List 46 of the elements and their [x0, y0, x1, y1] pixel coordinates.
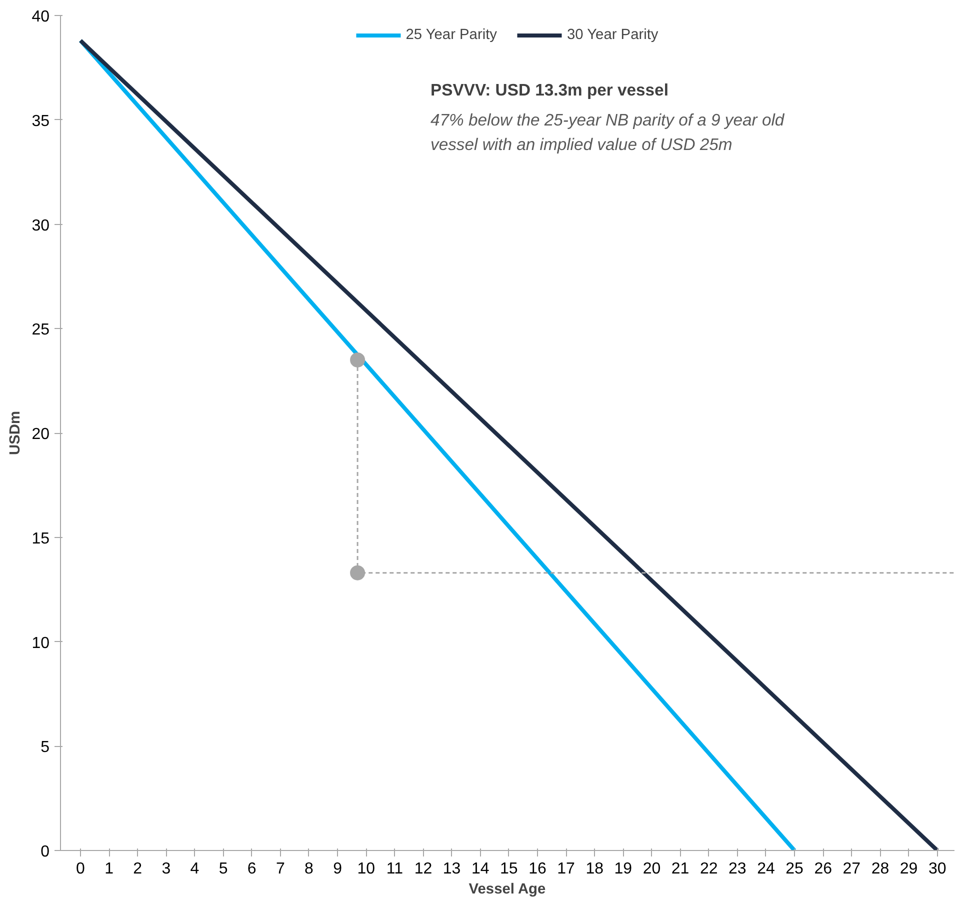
x-tick-label: 10 — [357, 860, 376, 878]
x-tick-label: 3 — [162, 860, 171, 878]
y-tick-label: 40 — [32, 8, 50, 26]
annotation: PSVVV: USD 13.3m per vessel — [430, 80, 668, 100]
x-tick-label: 29 — [900, 860, 918, 878]
x-tick-label: 27 — [842, 860, 861, 878]
x-tick-label: 14 — [471, 860, 490, 878]
x-tick-label: 2 — [133, 860, 142, 878]
x-axis-title: Vessel Age — [468, 882, 546, 898]
y-tick-label: 25 — [32, 322, 50, 339]
x-tick-label: 28 — [871, 860, 890, 878]
x-tick-label: 25 — [786, 860, 804, 878]
y-tick-label: 10 — [32, 634, 50, 652]
x-tick-label: 22 — [700, 860, 718, 878]
y-tick-label: 30 — [32, 217, 50, 234]
x-tick-label: 5 — [218, 860, 228, 878]
x-tick-label: 15 — [500, 860, 518, 878]
x-tick-label: 20 — [642, 860, 661, 878]
x-tick-label: 18 — [586, 860, 604, 878]
y-tick-label: 35 — [32, 112, 50, 130]
x-tick-label: 9 — [333, 860, 342, 878]
x-tick-label: 0 — [76, 860, 86, 878]
x-tick-label: 12 — [414, 860, 432, 878]
x-tick-label: 16 — [528, 860, 546, 878]
y-tick-label: 20 — [32, 426, 50, 443]
x-tick-label: 13 — [442, 860, 461, 878]
x-tick-label: 30 — [928, 860, 946, 878]
x-tick-label: 1 — [104, 860, 114, 878]
y-tick-label: 5 — [40, 739, 50, 756]
x-tick-label: 7 — [276, 860, 285, 878]
x-tick-label: 21 — [671, 860, 690, 878]
x-tick-label: 19 — [614, 860, 632, 878]
x-tick-label: 11 — [386, 860, 404, 878]
x-tick-label: 26 — [814, 860, 832, 878]
legend-label: 25 Year Parity — [406, 27, 497, 43]
x-tick-label: 24 — [757, 860, 775, 878]
y-axis-title: USDm — [8, 411, 24, 455]
x-tick-label: 6 — [247, 860, 256, 878]
x-tick-label: 23 — [728, 860, 746, 878]
x-tick-label: 4 — [190, 860, 200, 878]
legend-label: 30 Year Parity — [567, 27, 658, 43]
annotation: 47% below the 25-year NB parity of a 9 year old vessel with an implied value of USD 25m — [430, 110, 785, 154]
y-tick-label: 0 — [40, 844, 50, 860]
x-tick-label: 8 — [304, 860, 314, 878]
x-tick-label: 17 — [557, 860, 576, 878]
y-tick-label: 15 — [32, 530, 50, 548]
